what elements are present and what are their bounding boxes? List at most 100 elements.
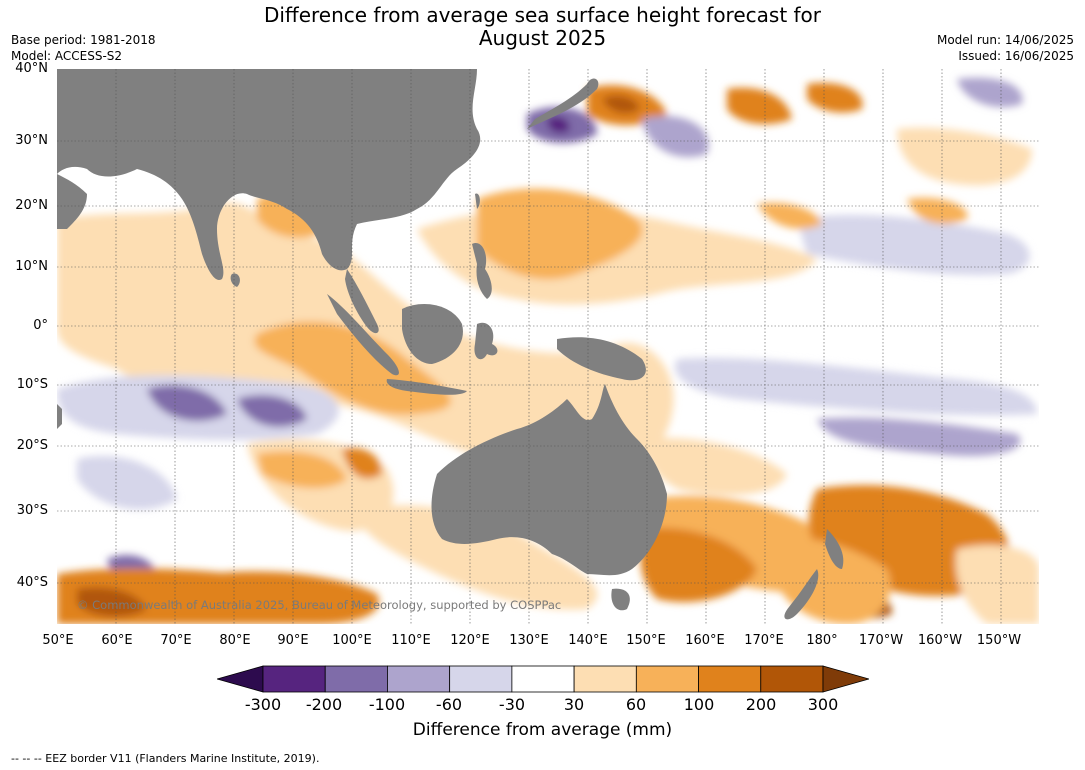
anomaly-region xyxy=(797,214,1030,275)
colorbar-tick: -100 xyxy=(368,695,406,714)
anomaly-region xyxy=(257,451,347,489)
colorbar-tick: -30 xyxy=(498,695,526,714)
colorbar-segment xyxy=(635,665,699,693)
lon-label: 180° xyxy=(806,633,838,648)
colorbar-extend-low xyxy=(217,665,264,693)
anomaly-region xyxy=(547,116,570,133)
anomaly-region xyxy=(77,455,177,510)
colorbar-tick: 100 xyxy=(683,695,715,714)
lon-label: 90°E xyxy=(277,633,309,648)
map-svg xyxy=(57,69,1039,624)
anomaly-region xyxy=(201,571,379,624)
new-zealand-south xyxy=(784,569,819,620)
model-run: Model run: 14/06/2025 xyxy=(936,33,1074,47)
lat-label: 0° xyxy=(33,318,48,333)
graticule xyxy=(57,69,1039,624)
title-line-1: Difference from average sea surface heig… xyxy=(263,3,822,27)
eez-legend-note: -- -- -- EEZ border V11 (Flanders Marine… xyxy=(11,752,320,765)
colorbar-segment xyxy=(573,665,637,693)
lat-label: 20°S xyxy=(16,438,48,453)
lon-label: 160°E xyxy=(685,633,725,648)
anomaly-region xyxy=(897,127,1032,186)
sumatra-island xyxy=(327,294,399,376)
madagascar-island xyxy=(57,404,62,429)
lon-label: 100°E xyxy=(332,633,372,648)
anomaly-region xyxy=(357,505,598,610)
japan-islands xyxy=(527,78,599,129)
colorbar-segment xyxy=(698,665,762,693)
lat-label: 30°S xyxy=(16,503,48,518)
anomaly-region xyxy=(817,417,1021,457)
colorbar-tick: 30 xyxy=(563,695,585,714)
colorbar-segment xyxy=(387,665,451,693)
anomaly-region xyxy=(675,358,1037,416)
colorbar-tick: -60 xyxy=(435,695,463,714)
asia-landmass xyxy=(57,69,481,280)
new-zealand-north xyxy=(825,529,844,569)
colorbar-tick: -200 xyxy=(305,695,343,714)
colorbar-extend-high xyxy=(822,665,869,693)
colorbar-segment xyxy=(262,665,326,693)
colorbar-segment xyxy=(511,665,575,693)
anomaly-region xyxy=(957,77,1023,108)
philippines-islands xyxy=(472,243,492,299)
anomaly-region xyxy=(955,545,1039,624)
map-title: Difference from average sea surface heig… xyxy=(0,4,1085,50)
lat-label: 40°N xyxy=(15,61,48,76)
colorbar-segment xyxy=(324,665,388,693)
map-panel: © Commonwealth of Australia 2025, Bureau… xyxy=(57,69,1039,624)
anomaly-region xyxy=(727,87,792,125)
lon-label: 50°E xyxy=(42,633,74,648)
australia-continent xyxy=(431,384,667,576)
lon-label: 80°E xyxy=(219,633,251,648)
colorbar-tick: 60 xyxy=(625,695,647,714)
title-line-2: August 2025 xyxy=(478,26,607,50)
lon-label: 140°E xyxy=(568,633,608,648)
anomaly-region xyxy=(757,202,822,229)
lat-label: 10°S xyxy=(16,377,48,392)
base-period: Base period: 1981-2018 xyxy=(11,33,156,47)
lon-label: 130°E xyxy=(509,633,549,648)
anomaly-region xyxy=(77,587,147,617)
arabia-landmass xyxy=(57,174,87,229)
lat-label: 10°N xyxy=(15,259,48,274)
land xyxy=(57,69,844,620)
lat-label: 30°N xyxy=(15,133,48,148)
meta-left: Base period: 1981-2018 Model: ACCESS-S2 xyxy=(11,32,156,64)
sri-lanka-island xyxy=(230,273,240,287)
colorbar-segment xyxy=(760,665,824,693)
lon-label: 120°E xyxy=(450,633,490,648)
lon-label: 170°E xyxy=(744,633,784,648)
meta-right: Model run: 14/06/2025 Issued: 16/06/2025 xyxy=(937,32,1074,64)
taiwan-island xyxy=(475,193,480,209)
new-guinea-island xyxy=(557,337,646,381)
anomaly-region xyxy=(907,197,968,224)
colorbar-segment xyxy=(449,665,513,693)
lat-label: 40°S xyxy=(16,575,48,590)
anomaly-region xyxy=(602,95,640,114)
lat-label: 20°N xyxy=(15,198,48,213)
anomaly-region xyxy=(807,82,863,113)
anomaly-region xyxy=(640,528,757,603)
anomaly-region xyxy=(147,385,227,421)
borneo-island xyxy=(402,304,463,364)
anomaly-region xyxy=(645,438,787,496)
anomaly-region xyxy=(237,395,307,427)
model-name: Model: ACCESS-S2 xyxy=(11,49,123,63)
lon-label: 110°E xyxy=(391,633,431,648)
issued-date: Issued: 16/06/2025 xyxy=(958,49,1074,63)
copyright-notice: © Commonwealth of Australia 2025, Bureau… xyxy=(77,598,562,612)
malay-peninsula xyxy=(345,269,379,334)
colorbar xyxy=(217,665,869,693)
anomaly-region xyxy=(254,321,451,415)
anomaly-region xyxy=(477,188,643,280)
lon-label: 160°W xyxy=(917,633,963,648)
java-island xyxy=(386,379,467,395)
anomaly-region xyxy=(642,115,709,158)
colorbar-tick: -300 xyxy=(244,695,282,714)
colorbar-tick: 200 xyxy=(745,695,777,714)
lon-label: 70°E xyxy=(160,633,192,648)
colorbar-tick: 300 xyxy=(807,695,839,714)
tasmania-island xyxy=(611,588,630,611)
lon-label: 150°W xyxy=(976,633,1022,648)
